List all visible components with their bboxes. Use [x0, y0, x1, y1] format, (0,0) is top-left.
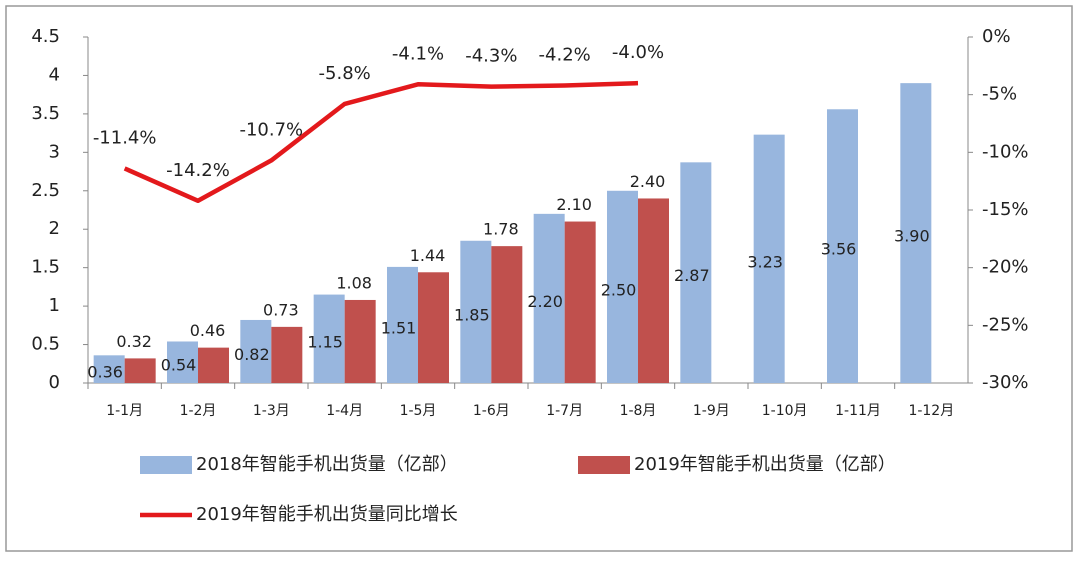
value-label: 0.46: [190, 321, 226, 340]
value-label: 1.15: [307, 332, 343, 351]
legend-swatch: [578, 456, 630, 474]
bar: [93, 355, 125, 383]
line-label: -4.2%: [539, 44, 591, 65]
bar: [313, 294, 345, 383]
y-tick-label: 4.5: [31, 26, 60, 47]
x-tick-label: 1-1月: [106, 403, 143, 419]
x-tick-label: 1-10月: [762, 403, 808, 419]
y-tick-label: 1: [49, 295, 60, 316]
line: [123, 80, 639, 204]
y2-tick-label: 0%: [982, 26, 1011, 47]
legend-swatch: [140, 456, 192, 474]
y-tick-label: 0: [49, 372, 60, 393]
bar: [607, 190, 638, 383]
value-label: 3.56: [821, 240, 857, 259]
y-tick-label: 4: [49, 64, 60, 85]
y-tick-label: 0.5: [31, 334, 60, 355]
x-tick-label: 1-5月: [400, 403, 437, 419]
y-tick-label: 1.5: [31, 257, 60, 278]
value-label: 2.40: [630, 172, 666, 191]
value-label: 1.85: [454, 305, 490, 324]
value-label: 3.90: [894, 227, 930, 246]
line-label: -4.1%: [392, 43, 444, 64]
value-label: 2.10: [556, 195, 592, 214]
line-label: -5.8%: [319, 63, 371, 84]
bar: [460, 240, 492, 383]
value-label: 0.82: [234, 345, 270, 364]
bar: [900, 83, 932, 383]
y2-tick-label: -30%: [982, 372, 1029, 393]
x-tick-label: 1-3月: [253, 403, 290, 419]
bar: [240, 319, 272, 383]
legend-label: 2018年智能手机出货量（亿部）: [196, 454, 458, 475]
legend-label: 2019年智能手机出货量（亿部）: [634, 454, 896, 475]
bar: [753, 134, 785, 383]
x-tick-label: 1-11月: [835, 403, 881, 419]
x-tick-label: 1-6月: [473, 403, 510, 419]
y2-tick-label: -5%: [982, 84, 1017, 105]
y2-tick-label: -20%: [982, 257, 1029, 278]
y-tick-label: 3.5: [31, 103, 60, 124]
y2-tick-label: -10%: [982, 141, 1029, 162]
bar: [124, 358, 156, 383]
x-tick-label: 1-2月: [180, 403, 217, 419]
value-label: 1.44: [410, 246, 446, 265]
bar: [638, 198, 669, 383]
x-tick-label: 1-4月: [326, 403, 363, 419]
value-label: 0.36: [87, 363, 123, 382]
bar: [491, 246, 523, 383]
line-label: -4.3%: [465, 46, 517, 67]
y2-tick-label: -15%: [982, 199, 1029, 220]
y2-tick-label: -25%: [982, 314, 1029, 335]
value-label: 0.32: [116, 332, 152, 351]
chart-border: [5, 5, 1073, 552]
y-tick-label: 3: [49, 141, 60, 162]
bar: [827, 109, 858, 383]
value-label: 3.23: [747, 252, 783, 271]
x-tick-label: 1-12月: [908, 403, 954, 419]
bar: [533, 213, 565, 383]
bar: [564, 221, 596, 383]
y-tick-label: 2: [49, 218, 60, 239]
line-label: -10.7%: [239, 119, 303, 140]
x-tick-label: 1-7月: [546, 403, 583, 419]
x-tick-label: 1-8月: [620, 403, 657, 419]
value-label: 2.87: [674, 266, 710, 285]
bar: [344, 299, 376, 383]
line-label: -4.0%: [612, 42, 664, 63]
bar: [167, 341, 198, 383]
line-label: -11.4%: [93, 127, 157, 148]
x-tick-label: 1-9月: [693, 403, 730, 419]
legend-label: 2019年智能手机出货量同比增长: [196, 504, 458, 525]
bar: [387, 266, 418, 383]
line-label: -14.2%: [166, 160, 230, 181]
value-label: 0.73: [263, 300, 299, 319]
bar: [198, 347, 229, 383]
bar: [680, 162, 712, 383]
value-label: 1.78: [483, 220, 519, 239]
bar: [271, 326, 303, 383]
bar: [418, 272, 449, 383]
value-label: 2.20: [527, 292, 563, 311]
value-label: 1.08: [336, 273, 372, 292]
value-label: 0.54: [161, 356, 197, 375]
y-tick-label: 2.5: [31, 180, 60, 201]
value-label: 2.50: [601, 280, 637, 299]
value-label: 1.51: [381, 318, 417, 337]
